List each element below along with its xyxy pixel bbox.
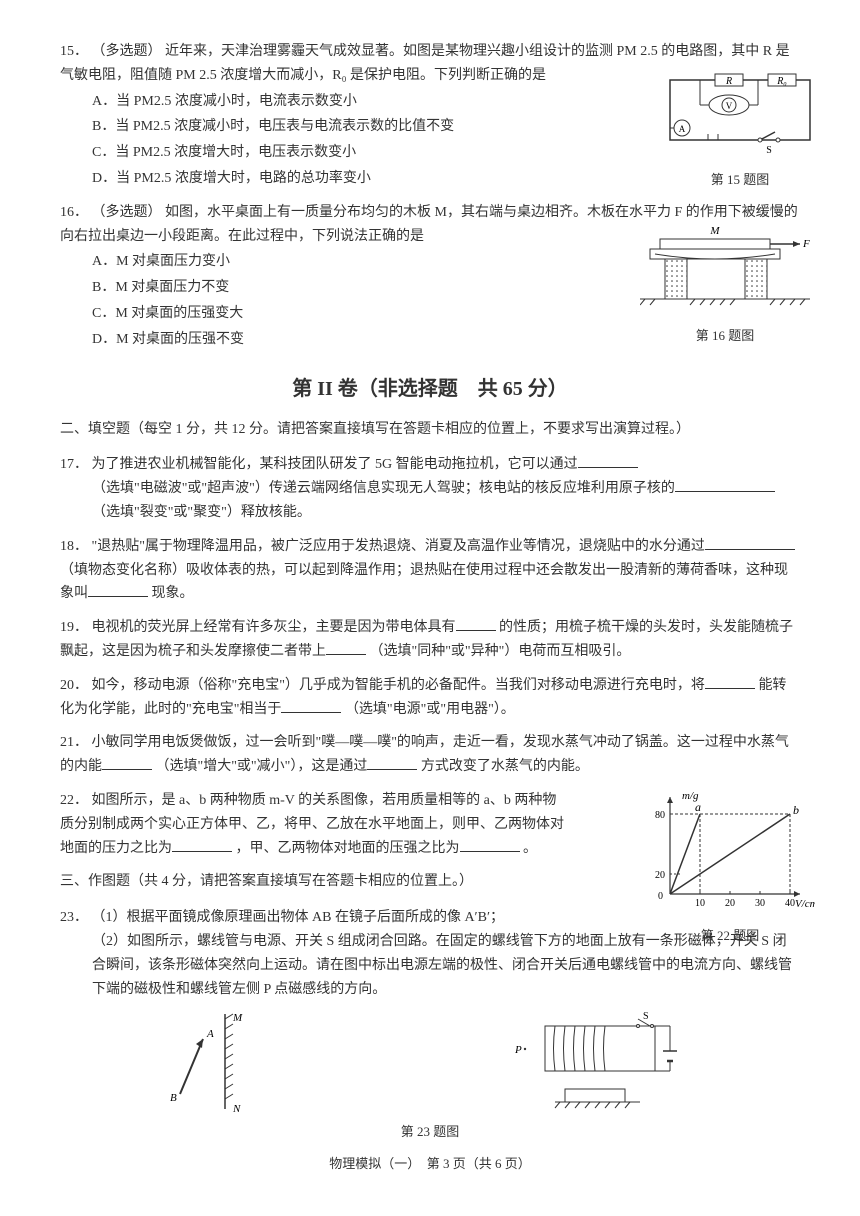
q16-prefix: （多选题） (92, 205, 162, 220)
blank (675, 478, 775, 492)
question-21: 21． 小敏同学用电饭煲做饭，过一会听到"噗—噗—噗"的响声，走近一看，发现水蒸… (60, 731, 800, 779)
svg-text:S: S (766, 145, 772, 156)
svg-text:B: B (170, 1092, 177, 1104)
q19-number: 19． (60, 620, 88, 635)
section-2-intro: 二、填空题（每空 1 分，共 12 分。请把答案直接填写在答题卡相应的位置上，不… (60, 418, 800, 442)
svg-text:A: A (206, 1028, 214, 1040)
q22-p2: ，甲、乙两物体对地面的压强之比为 (236, 841, 460, 856)
q16-number: 16． (60, 205, 88, 220)
q21-p2: （选填"增大"或"减小"），这是通过 (156, 759, 368, 774)
q16-figure: M F 第 16 题图 (640, 219, 810, 347)
svg-text:80: 80 (655, 810, 665, 821)
question-22: 22． 如图所示，是 a、b 两种物质 m-V 的关系图像，若用质量相等的 a、… (60, 789, 800, 860)
q16-caption: 第 16 题图 (640, 325, 810, 347)
svg-text:F: F (802, 238, 810, 250)
q21-number: 21． (60, 735, 88, 750)
question-17: 17． 为了推进农业机械智能化，某科技团队研发了 5G 智能电动拖拉机，它可以通… (60, 453, 800, 524)
q23-sub2: （2）如图所示，螺线管与电源、开关 S 组成闭合回路。在固定的螺线管下方的地面上… (92, 930, 800, 1001)
svg-text:P: P (514, 1044, 522, 1056)
svg-text:S: S (643, 1011, 649, 1022)
blank (326, 641, 366, 655)
svg-text:R₀: R₀ (776, 76, 787, 87)
svg-text:b: b (793, 803, 799, 817)
q18-number: 18． (60, 539, 88, 554)
q15-number: 15． (60, 44, 88, 59)
q20-p1: 如今，移动电源（俗称"充电宝"）几乎成为智能手机的必备配件。当我们对移动电源进行… (92, 678, 705, 693)
svg-text:a: a (695, 800, 701, 814)
section-2-title: 第 II 卷（非选择题 共 65 分） (60, 372, 800, 406)
question-15: 15． （多选题） 近年来，天津治理雾霾天气成效显著。如图是某物理兴趣小组设计的… (60, 40, 800, 191)
q17-p1: 为了推进农业机械智能化，某科技团队研发了 5G 智能电动拖拉机，它可以通过 (92, 457, 578, 472)
q15-figure: R R₀ V A S 第 15 题图 (660, 70, 820, 191)
blank (172, 838, 232, 852)
blank (578, 454, 638, 468)
q17-number: 17． (60, 457, 88, 472)
q23-solenoid-figure: P S (485, 1011, 705, 1111)
q15-caption: 第 15 题图 (660, 169, 820, 191)
svg-text:20: 20 (655, 870, 665, 881)
question-18: 18． "退热贴"属于物理降温用品，被广泛应用于发热退烧、消夏及高温作业等情况，… (60, 535, 800, 606)
q23-caption: 第 23 题图 (60, 1121, 800, 1143)
question-19: 19． 电视机的荧光屏上经常有许多灰尘，主要是因为带电体具有 的性质；用梳子梳干… (60, 616, 800, 664)
q20-number: 20． (60, 678, 88, 693)
blank (456, 617, 496, 631)
q23-mirror-figure: M N A B (155, 1009, 295, 1119)
q17-p2: （选填"电磁波"或"超声波"）传递云端网络信息实现无人驾驶；核电站的核反应堆利用… (92, 481, 675, 496)
blank (88, 583, 148, 597)
svg-text:N: N (232, 1103, 241, 1115)
svg-text:A: A (679, 124, 686, 134)
svg-text:R: R (725, 76, 732, 87)
q17-p3: （选填"裂变"或"聚变"）释放核能。 (92, 505, 311, 520)
blank (367, 756, 417, 770)
question-23: 23． （1）根据平面镜成像原理画出物体 AB 在镜子后面所成的像 A′B′； … (60, 906, 800, 1143)
blank (460, 838, 520, 852)
blank (281, 699, 341, 713)
blank (102, 756, 152, 770)
q18-p3: 现象。 (152, 586, 194, 601)
svg-text:V: V (726, 101, 733, 111)
q23-number: 23． (60, 910, 88, 925)
q22-number: 22． (60, 793, 88, 808)
q20-p3: （选填"电源"或"用电器"）。 (345, 702, 515, 717)
q18-p1: "退热贴"属于物理降温用品，被广泛应用于发热退烧、消夏及高温作业等情况，退烧贴中… (92, 539, 705, 554)
page-footer: 物理模拟（一） 第 3 页（共 6 页） (60, 1153, 800, 1175)
q15-prefix: （多选题） (92, 44, 162, 59)
blank (705, 536, 795, 550)
q23-sub1: （1）根据平面镜成像原理画出物体 AB 在镜子后面所成的像 A′B′； (92, 910, 505, 925)
q19-p3: （选填"同种"或"异种"）电荷而互相吸引。 (370, 644, 631, 659)
blank (705, 675, 755, 689)
svg-text:M: M (709, 225, 720, 237)
q19-p1: 电视机的荧光屏上经常有许多灰尘，主要是因为带电体具有 (92, 620, 456, 635)
q21-p3: 方式改变了水蒸气的内能。 (421, 759, 589, 774)
svg-text:0: 0 (658, 891, 663, 902)
question-20: 20． 如今，移动电源（俗称"充电宝"）几乎成为智能手机的必备配件。当我们对移动… (60, 674, 800, 722)
question-16: 16． （多选题） 如图，水平桌面上有一质量分布均匀的木板 M，其右端与桌边相齐… (60, 201, 800, 352)
q23-figures: M N A B P S (60, 1009, 800, 1119)
q22-p3: 。 (523, 841, 537, 856)
svg-text:M: M (232, 1012, 243, 1024)
